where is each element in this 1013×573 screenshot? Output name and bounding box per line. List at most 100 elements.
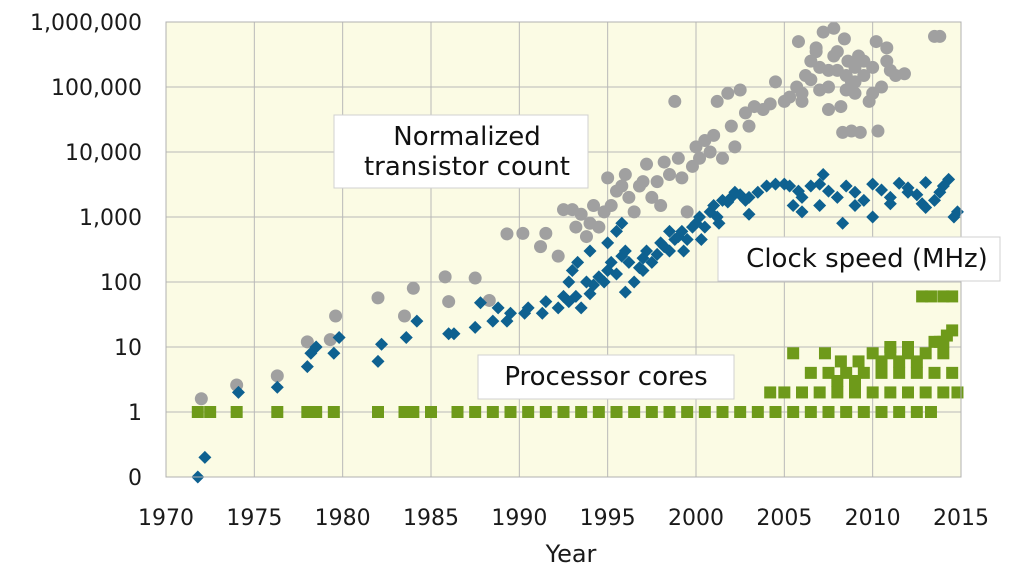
x-tick-label: 2015 [933,506,989,531]
clock-point [610,224,623,238]
cores-point [645,406,658,418]
clock-point [836,216,850,230]
clock-point [919,175,933,189]
transistor-point [693,151,707,165]
transistor-point [897,67,911,81]
transistor-point [783,90,797,104]
transistor-point [482,293,496,307]
x-tick-label: 1995 [580,506,636,531]
transistor-point [516,226,530,240]
cores-point [769,406,782,418]
cores-point [813,386,826,399]
cores-point [937,347,950,360]
cores-point [951,386,964,399]
cores-point [372,406,384,418]
transistor-point [853,125,867,139]
cores-point [778,386,791,399]
cores-point [857,406,870,418]
clock-point [928,193,941,207]
annotation-clock-line1: Clock speed (MHz) [746,244,988,274]
transistor-point [300,335,314,349]
transistor-point [406,281,420,295]
clock-point [327,346,341,360]
clock-point [694,233,708,247]
transistor-point [654,199,668,213]
cores-point [818,347,831,360]
clock-point [583,244,597,258]
clock-point [645,255,659,269]
cores-point [928,366,941,379]
cores-point [893,355,906,368]
clock-point [571,255,585,269]
clock-point [804,179,818,193]
cores-point [522,406,535,418]
transistor-point [645,190,659,204]
x-tick-label: 1985 [403,506,459,531]
cores-point [271,406,284,418]
clock-point [795,205,809,219]
cores-point [849,386,861,399]
transistor-point [194,392,208,406]
clock-point [675,224,689,238]
cores-point [804,366,817,379]
clock-point [627,275,641,289]
transistor-point [329,309,343,323]
transistor-point [615,179,629,193]
transistor-point [933,29,947,43]
y-tick-label: 1 [128,401,142,426]
cores-point [910,366,923,379]
transistor-point [534,240,548,254]
clock-point [783,179,797,193]
cores-point [310,406,323,418]
transistor-point [791,35,805,49]
cores-point [681,406,694,418]
transistor-point [650,175,664,189]
transistor-point [813,83,827,97]
cores-point [875,366,888,379]
annotation-transistors-line1: Normalized [393,122,540,152]
cores-point [204,406,217,418]
clock-point [615,216,629,230]
clock-point [813,177,827,191]
transistor-point [837,32,851,46]
clock-point [693,210,707,224]
cores-point [849,374,861,387]
cores-point [946,366,959,379]
clock-point [640,244,654,258]
clock-point [857,193,871,207]
clock-point [332,331,346,345]
clock-point [866,177,880,191]
transistor-point [668,94,682,108]
transistor-point [539,226,553,240]
transistor-point [574,207,588,221]
transistor-point [438,270,452,284]
clock-point [551,301,565,315]
transistor-point [707,128,721,142]
transistor-point [880,41,894,55]
clock-point [839,179,853,193]
cores-point [191,406,204,418]
transistor-point [763,97,777,111]
annotation-transistors: Normalized transistor count [333,114,589,189]
clock-point [618,244,632,258]
cores-point [804,406,817,418]
y-tick-label: 100,000 [51,76,142,101]
cores-point [852,355,865,368]
cores-point [919,386,932,399]
annotation-clock: Clock speed (MHz) [717,236,1001,282]
clock-point [712,216,726,230]
clock-point [822,184,835,198]
y-tick-label: 100 [100,271,142,296]
clock-point [618,285,632,299]
transistor-point [728,140,742,154]
cores-point [937,386,950,399]
transistor-point [769,75,782,89]
data-marks [191,21,964,484]
clock-point [597,275,611,289]
clock-point [848,199,862,213]
clock-point [742,207,756,221]
clock-point [942,172,956,186]
x-tick-label: 1980 [315,506,371,531]
cores-point [539,406,552,418]
cores-point [893,406,906,418]
